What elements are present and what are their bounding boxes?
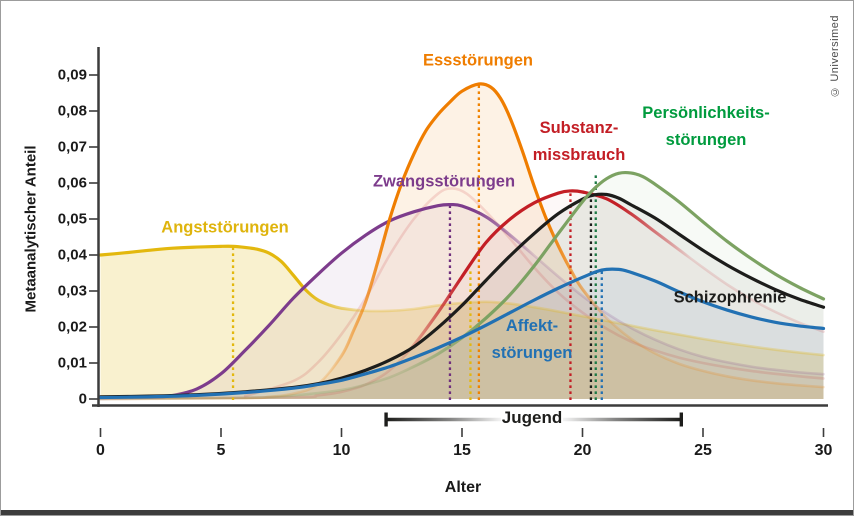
curve-label-persoenlichkeitsstoerungen: Persönlichkeits- störungen	[642, 103, 770, 149]
y-tick-label: 0,02	[57, 318, 87, 336]
curve-label-substanzmissbrauch: Substanz- missbrauch	[532, 118, 626, 164]
peak-lines-layer	[231, 85, 603, 400]
y-axis-title: Metaanalytischer Anteil	[22, 145, 40, 313]
bottom-border-bar	[1, 510, 853, 515]
curve-label-angststoerungen: Angststörungen	[161, 218, 289, 237]
x-tick-label: 0	[96, 442, 105, 459]
y-tick-label: 0,03	[57, 282, 87, 300]
fill-angststoerungen	[100, 246, 824, 399]
x-tick-label: 10	[332, 442, 351, 459]
y-tick-label: 0,04	[57, 246, 87, 264]
curve-label-affektstoerungen: Affekt- störungen	[491, 316, 573, 362]
y-tick-label: 0	[78, 390, 87, 408]
curve-label-schizophrenie: Schizophrenie	[673, 288, 787, 307]
y-tick-label: 0,07	[57, 138, 87, 156]
curve-zwangsstoerungen	[98, 202, 826, 401]
y-tick-label: 0,06	[57, 174, 87, 192]
curve-persoenlichkeitsstoerungen	[98, 170, 826, 401]
fill-persoenlichkeitsstoerungen	[100, 172, 824, 399]
y-tick-label: 0,09	[57, 66, 87, 84]
y-tick-label: 0,05	[57, 210, 87, 228]
x-tick-label: 5	[216, 442, 226, 459]
jugend-bracket-label: Jugend	[501, 408, 563, 427]
y-tick-label: 0,01	[57, 354, 87, 372]
curves-layer	[98, 82, 826, 401]
x-tick-label: 20	[573, 442, 592, 459]
curve-angststoerungen	[98, 244, 826, 357]
x-tick-label: 25	[694, 442, 712, 459]
curve-label-zwangsstoerungen: Zwangsstörungen	[372, 172, 516, 191]
fill-essstoerungen	[100, 83, 824, 399]
y-tick-label: 0,08	[57, 102, 87, 120]
fill-affektstoerungen	[100, 269, 824, 399]
copyright-credit: © Universimed	[829, 15, 841, 98]
x-tick-label: 15	[453, 442, 471, 459]
curve-affektstoerungen	[98, 267, 826, 400]
curve-essstoerungen	[98, 82, 826, 401]
curve-label-essstoerungen: Essstörungen	[422, 51, 534, 70]
x-axis-title: Alter	[444, 479, 482, 496]
x-tick-label: 30	[814, 442, 833, 459]
axes-layer	[89, 47, 828, 437]
